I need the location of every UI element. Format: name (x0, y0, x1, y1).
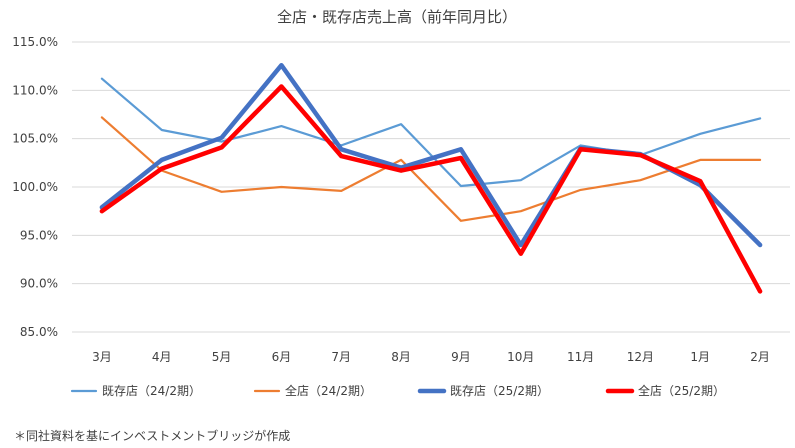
legend-label: 既存店（24/2期） (102, 384, 201, 398)
legend-label: 全店（24/2期） (285, 383, 372, 398)
legend-label: 全店（25/2期） (638, 383, 725, 398)
gridlines (72, 41, 790, 333)
legend-label: 既存店（25/2期） (450, 384, 549, 398)
y-tick-label: 90.0% (20, 277, 58, 291)
legend: 既存店（24/2期） 全店（24/2期） 既存店（25/2期） 全店（25/2期） (70, 383, 725, 398)
y-tick-label: 115.0% (12, 35, 58, 49)
series-line-4 (99, 84, 763, 294)
y-tick-label: 100.0% (12, 180, 58, 194)
x-tick-label: 8月 (391, 350, 411, 364)
y-axis: 85.0% 90.0% 95.0% 100.0% 105.0% 110.0% 115.0% (12, 35, 58, 339)
source-footnote: ＊同社資料を基にインベストメントブリッジが作成 (14, 429, 291, 443)
series-line-1 (100, 77, 762, 188)
x-tick-label: 11月 (567, 350, 594, 364)
x-tick-label: 7月 (331, 350, 351, 364)
x-tick-label: 12月 (627, 350, 654, 364)
x-tick-label: 5月 (212, 350, 232, 364)
y-tick-label: 105.0% (12, 132, 58, 146)
y-tick-label: 95.0% (20, 228, 58, 242)
y-tick-label: 110.0% (12, 83, 58, 97)
x-tick-label: 3月 (92, 350, 112, 364)
x-tick-label: 2月 (750, 350, 770, 364)
y-tick-label: 85.0% (20, 325, 58, 339)
x-tick-label: 4月 (152, 350, 172, 364)
chart-title: 全店・既存店売上高（前年同月比） (277, 8, 517, 26)
x-tick-label: 6月 (272, 350, 292, 364)
x-tick-label: 9月 (451, 350, 471, 364)
series-lines (99, 62, 763, 294)
x-tick-label: 1月 (690, 350, 710, 364)
series-line-2 (100, 116, 762, 222)
x-tick-label: 10月 (507, 350, 534, 364)
x-axis: 3月 4月 5月 6月 7月 8月 9月 10月 11月 12月 1月 2月 (92, 350, 770, 364)
